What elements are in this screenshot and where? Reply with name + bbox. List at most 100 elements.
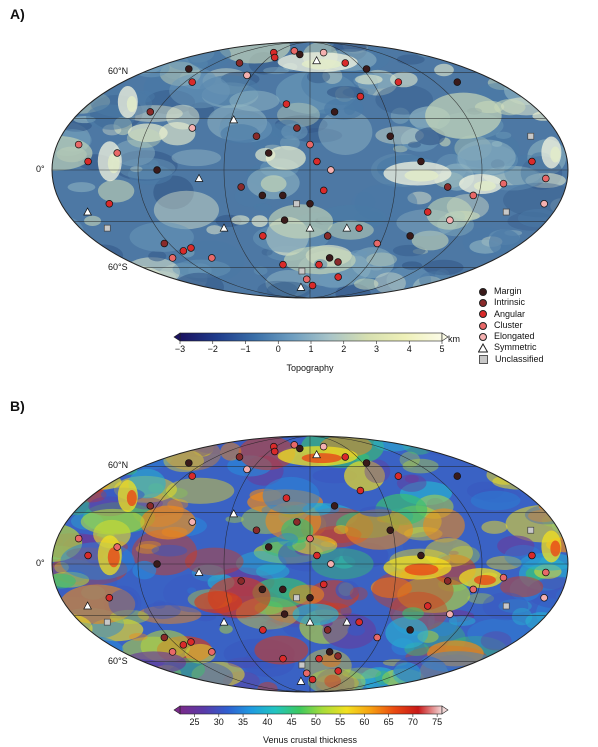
colorbar-high-arrow [441, 705, 449, 715]
terrain-blob [257, 681, 278, 692]
terrain-blob [538, 502, 568, 512]
feature-point-margin [296, 50, 304, 59]
feature-point-elongated [327, 560, 335, 568]
terrain-blob [494, 99, 526, 116]
terrain-blob [542, 252, 568, 273]
terrain-blob [59, 584, 136, 624]
terrain-blob [254, 635, 309, 665]
feature-point-cluster [469, 191, 478, 200]
colorbar-a [173, 332, 449, 344]
terrain-blob [277, 532, 299, 546]
terrain-blob [504, 154, 549, 189]
feature-point-angular [84, 551, 92, 560]
terrain-blob [238, 436, 296, 471]
feature-point-elongated [319, 48, 328, 57]
feature-point-cluster [306, 534, 314, 543]
terrain-blob [318, 109, 373, 156]
terrain-blob [441, 684, 479, 692]
feature-point-angular [279, 654, 287, 663]
terrain-blob [535, 252, 568, 269]
feature-point-intrinsic [252, 132, 261, 140]
terrain-blob [514, 446, 557, 460]
feature-point-margin [417, 551, 425, 560]
terrain-blob [318, 272, 350, 289]
highland-core [404, 563, 439, 576]
terrain-blob [528, 458, 568, 484]
feature-point-margin [264, 149, 273, 157]
terrain-blob [52, 257, 96, 289]
colorbar-tick-label: 40 [262, 717, 273, 727]
feature-point-margin [330, 502, 339, 510]
terrain-blob [140, 505, 196, 540]
feature-point-intrinsic [160, 633, 169, 642]
margin-circle-icon [479, 287, 487, 296]
terrain-blob [477, 46, 498, 62]
terrain-blob [516, 656, 568, 692]
feature-point-cluster [499, 179, 508, 188]
terrain-blob [186, 42, 232, 70]
terrain-blob [153, 190, 220, 230]
feature-point-elongated [540, 200, 548, 208]
feature-point-angular [259, 626, 267, 634]
colorbar-high-arrow [441, 332, 449, 342]
lat-label-60s-a: 60°S [108, 262, 128, 272]
terrain-blob [354, 184, 418, 223]
colorbar-tick-label: 50 [310, 717, 321, 727]
terrain-blob [345, 509, 414, 550]
meridian-line [223, 42, 311, 298]
feature-point-angular [334, 667, 342, 675]
feature-point-margin [153, 166, 161, 174]
terrain-blob [527, 509, 559, 523]
terrain-blob [390, 107, 410, 124]
terrain-blob [206, 225, 223, 235]
terrain-blob [135, 543, 160, 554]
feature-point-angular [279, 260, 287, 269]
feature-point-symmetric [194, 567, 204, 576]
map-outline [51, 41, 569, 299]
terrain-blob [52, 214, 84, 251]
terrain-blob [261, 248, 273, 256]
panel-a-label: A) [10, 6, 25, 22]
feature-point-elongated [540, 594, 548, 602]
terrain-blob [344, 460, 386, 492]
colorbar-low-arrow [173, 705, 181, 715]
feature-point-angular [356, 486, 365, 495]
terrain-blob [481, 520, 508, 534]
feature-point-unclassified [293, 200, 300, 208]
feature-point-symmetric [342, 617, 352, 626]
terrain-blob [422, 508, 465, 543]
terrain-blob [539, 660, 568, 673]
feature-point-angular [315, 654, 323, 663]
terrain-blob [72, 275, 146, 298]
highland-core [550, 540, 561, 557]
feature-point-cluster [290, 47, 299, 55]
terrain-blob [130, 497, 164, 510]
feature-point-angular [187, 244, 195, 252]
terrain-blob [286, 539, 306, 551]
terrain-blob [347, 624, 365, 636]
legend-label: Margin [494, 286, 522, 296]
feature-point-intrinsic [293, 518, 301, 526]
terrain-blob [549, 475, 566, 486]
feature-point-symmetric [342, 223, 352, 232]
terrain-blob [504, 544, 543, 568]
terrain-blob [61, 244, 101, 265]
terrain-blob [220, 124, 260, 144]
meridian-line [309, 436, 483, 692]
feature-point-intrinsic [323, 232, 332, 240]
terrain-blob [537, 621, 568, 639]
terrain-blob [164, 44, 182, 52]
feature-point-margin [406, 232, 414, 240]
feature-point-margin [453, 472, 462, 480]
meridian-line [223, 436, 311, 692]
feature-point-cluster [208, 648, 216, 656]
terrain-blob [253, 203, 272, 212]
feature-point-margin [280, 216, 289, 224]
terrain-blob [67, 182, 96, 193]
terrain-blob [473, 443, 526, 462]
terrain-blob [536, 638, 556, 654]
terrain-blob [207, 576, 271, 618]
feature-point-elongated [188, 124, 197, 132]
colorbar-tick-label: 65 [383, 717, 394, 727]
